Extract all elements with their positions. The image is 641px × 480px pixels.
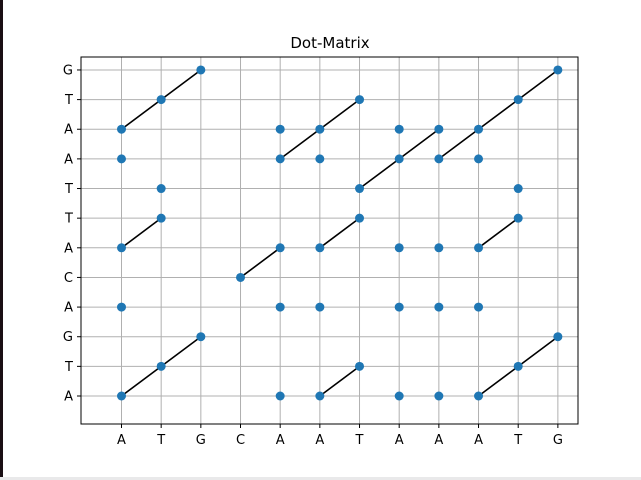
match-point (394, 124, 404, 134)
match-point (156, 361, 166, 371)
match-point (553, 332, 563, 342)
match-point (236, 272, 246, 282)
match-point (434, 124, 444, 134)
y-tick-label: A (64, 390, 73, 405)
match-point (156, 95, 166, 105)
match-point (474, 154, 484, 164)
match-point (474, 243, 484, 253)
match-points (117, 65, 563, 401)
diagonal-segment (319, 217, 360, 249)
match-point (434, 391, 444, 401)
y-tick-label: G (63, 330, 73, 345)
y-tick-label: C (64, 271, 73, 286)
match-point (117, 154, 126, 164)
chart-title: Dot-Matrix (290, 34, 369, 52)
x-tick-label: G (553, 433, 563, 448)
y-tick-label: T (64, 93, 73, 108)
match-point (394, 302, 404, 312)
plot-frame (80, 56, 579, 425)
match-diagonals (121, 69, 559, 397)
match-point (117, 243, 126, 253)
diagonal-segment (438, 69, 559, 160)
match-point (355, 213, 365, 223)
match-point (275, 124, 285, 134)
match-point (315, 391, 325, 401)
diagonal-segment (121, 217, 162, 249)
diagonal-segment (478, 217, 519, 249)
match-point (434, 154, 444, 164)
match-point (394, 391, 404, 401)
x-tick-label: A (434, 433, 443, 448)
x-tick-label: T (355, 433, 364, 448)
match-point (474, 124, 484, 134)
match-point (196, 65, 206, 75)
match-point (553, 65, 563, 75)
match-point (315, 154, 325, 164)
x-tick-label: T (156, 433, 165, 448)
match-point (156, 184, 166, 194)
match-point (315, 243, 325, 253)
match-point (117, 391, 126, 401)
match-point (474, 391, 484, 401)
match-point (196, 332, 206, 342)
match-point (117, 302, 126, 312)
y-tick-label: A (64, 301, 73, 316)
match-point (355, 361, 365, 371)
y-tick-label: T (64, 360, 73, 375)
match-point (394, 154, 404, 164)
x-tick-label: A (276, 433, 285, 448)
y-tick-label: T (64, 182, 73, 197)
match-point (275, 302, 285, 312)
match-point (315, 302, 325, 312)
x-tick-label: A (474, 433, 483, 448)
x-tick-label: A (315, 433, 324, 448)
match-point (434, 302, 444, 312)
x-tick-label: C (236, 433, 245, 448)
y-tick-label: G (63, 63, 73, 78)
match-point (513, 95, 523, 105)
left-window-edge (0, 0, 3, 480)
match-point (394, 243, 404, 253)
diagonal-segment (240, 247, 281, 279)
x-tick-label: A (395, 433, 404, 448)
y-tick-label: T (64, 212, 73, 227)
match-point (513, 213, 523, 223)
match-point (117, 124, 126, 134)
match-point (156, 213, 166, 223)
y-tick-label: A (64, 152, 73, 167)
match-point (275, 391, 285, 401)
match-point (355, 184, 365, 194)
match-point (474, 302, 484, 312)
bottom-window-edge (0, 477, 641, 480)
match-point (355, 95, 365, 105)
match-point (315, 124, 325, 134)
match-point (513, 361, 523, 371)
match-point (275, 154, 285, 164)
x-tick-label: A (117, 433, 126, 448)
x-tick-label: T (513, 433, 522, 448)
diagonal-segment (319, 365, 360, 397)
y-tick-label: A (64, 123, 73, 138)
match-point (513, 184, 523, 194)
y-tick-label: A (64, 241, 73, 256)
x-tick-label: G (196, 433, 206, 448)
match-point (434, 243, 444, 253)
match-point (275, 243, 285, 253)
